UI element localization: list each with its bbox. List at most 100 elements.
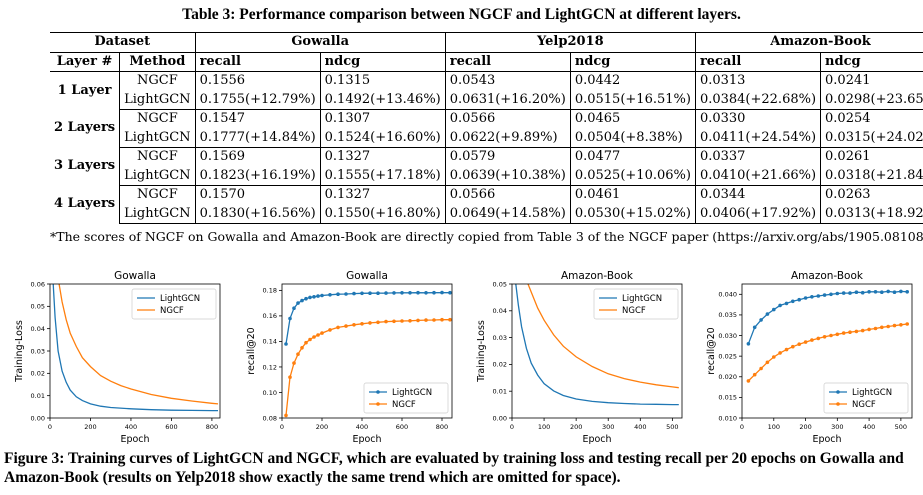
x-tick-label: 500 bbox=[666, 423, 678, 431]
data-point bbox=[746, 379, 751, 383]
data-point bbox=[300, 346, 304, 350]
x-axis-label: Epoch bbox=[352, 434, 381, 445]
y-tick-label: 0.02 bbox=[493, 361, 507, 369]
data-point bbox=[905, 322, 909, 326]
data-point bbox=[860, 290, 865, 295]
metric-cell: 0.1755(+12.79%) bbox=[195, 90, 321, 110]
table-row: 2 Layers NGCF 0.1547 0.1307 0.0566 0.0465 0.03… bbox=[50, 109, 923, 148]
metric-cell: 0.0566 bbox=[445, 109, 571, 129]
data-point bbox=[392, 319, 396, 324]
data-point bbox=[816, 336, 821, 341]
metric-cell: 0.1823(+16.19%) bbox=[195, 166, 321, 186]
y-tick-label: 0.035 bbox=[718, 311, 737, 319]
legend-label: LightGCN bbox=[852, 388, 892, 398]
chart-legend: LightGCN NGCF bbox=[593, 288, 679, 320]
method-label: LightGCN bbox=[119, 166, 196, 186]
method-label: LightGCN bbox=[119, 90, 196, 110]
training-curves-figure: Gowalla 0 200 400 600 800 0.00 0.01 0.02 0.03 0.04… bbox=[0, 268, 923, 448]
header-dataset: Dataset bbox=[50, 32, 196, 53]
y-tick-label: 0.05 bbox=[493, 280, 507, 288]
x-tick-label: 100 bbox=[538, 423, 550, 431]
data-point bbox=[791, 299, 795, 304]
data-point bbox=[400, 319, 404, 323]
series-line-ngcf bbox=[747, 323, 908, 382]
method-label: NGCF bbox=[119, 109, 196, 129]
data-point bbox=[822, 293, 827, 297]
plot-frame bbox=[281, 283, 453, 419]
data-point bbox=[803, 340, 808, 344]
data-point bbox=[886, 324, 890, 329]
metric-cell: 0.0315(+24.02%) bbox=[820, 128, 923, 148]
data-point bbox=[803, 296, 808, 300]
header-gowalla: Gowalla bbox=[195, 32, 446, 53]
data-point bbox=[797, 297, 801, 302]
x-tick-label: 200 bbox=[316, 423, 328, 431]
data-point bbox=[384, 319, 388, 324]
metric-cell: 0.0504(+8.38%) bbox=[570, 128, 696, 148]
header-metric: ndcg bbox=[820, 52, 923, 72]
x-axis-label: Epoch bbox=[582, 434, 611, 445]
data-point bbox=[352, 323, 356, 327]
metric-cell: 0.0330 bbox=[695, 109, 822, 129]
data-point bbox=[316, 294, 320, 298]
y-tick-label: 0.04 bbox=[31, 325, 45, 333]
metric-cell: 0.0337 bbox=[695, 147, 822, 167]
legend-label: LightGCN bbox=[160, 294, 200, 304]
y-tick-label: 0.015 bbox=[718, 394, 737, 402]
data-point bbox=[810, 295, 814, 299]
figure-caption: Figure 3: Training curves of LightGCN an… bbox=[4, 450, 904, 486]
series-line-lightgcn bbox=[285, 291, 451, 345]
header-method: Method bbox=[119, 52, 196, 72]
y-tick-label: 0.020 bbox=[718, 373, 737, 381]
metric-cell: 0.0344 bbox=[695, 185, 822, 205]
x-tick-label: 0 bbox=[510, 423, 514, 431]
data-point bbox=[829, 333, 833, 338]
metric-cell: 0.0465 bbox=[570, 109, 696, 129]
metric-cell: 0.1524(+16.60%) bbox=[320, 128, 446, 148]
series-line-lightgcn bbox=[515, 284, 679, 406]
legend-label: LightGCN bbox=[622, 294, 662, 304]
metric-cell: 0.0406(+17.92%) bbox=[695, 204, 822, 224]
data-point bbox=[854, 329, 859, 334]
series-line-lightgcn bbox=[52, 284, 218, 412]
data-point bbox=[320, 331, 324, 335]
layer-label: 2 Layers bbox=[50, 109, 121, 148]
chart-legend: LightGCN NGCF bbox=[823, 382, 909, 414]
data-point bbox=[296, 301, 300, 305]
data-point bbox=[848, 330, 852, 334]
x-tick-label: 300 bbox=[831, 423, 843, 431]
plot-frame bbox=[511, 283, 683, 419]
y-tick-label: 0.025 bbox=[718, 352, 737, 360]
x-tick-label: 400 bbox=[634, 423, 646, 431]
metric-cell: 0.0530(+15.02%) bbox=[570, 204, 696, 224]
data-point bbox=[822, 335, 827, 339]
x-tick-label: 400 bbox=[125, 423, 137, 431]
header-amazon-book: Amazon-Book bbox=[695, 32, 923, 53]
data-point bbox=[328, 328, 332, 332]
table-row: LightGCN 0.1755(+12.79%) 0.1492(+13.46%) 0.… bbox=[50, 90, 923, 110]
y-tick-label: 0.08 bbox=[263, 414, 277, 422]
plot-area bbox=[746, 289, 909, 383]
metric-cell: 0.1327 bbox=[320, 185, 446, 205]
data-point bbox=[892, 290, 897, 294]
x-tick-label: 500 bbox=[895, 423, 907, 431]
data-point bbox=[304, 296, 308, 301]
data-point bbox=[416, 290, 420, 295]
table-row: LightGCN 0.1777(+14.84%) 0.1524(+16.60%) 0.… bbox=[50, 128, 923, 148]
chart-gowalla-recall: Gowalla 0 200 400 600 800 0.08 0.10 0.12 0.14 0.16… bbox=[232, 268, 462, 448]
metric-cell: 0.0622(+9.89%) bbox=[445, 128, 571, 148]
table-caption: Table 3: Performance comparison between … bbox=[182, 6, 741, 23]
legend-label: LightGCN bbox=[392, 388, 432, 398]
chart-svg: Amazon-Book 0 100 200 300 400 500 0.00 0.01 0.02 0… bbox=[476, 270, 683, 445]
data-point bbox=[440, 290, 444, 295]
data-point bbox=[328, 293, 332, 297]
data-point bbox=[312, 335, 316, 339]
data-point bbox=[304, 340, 308, 345]
metric-cell: 0.0241 bbox=[825, 73, 871, 88]
data-point bbox=[292, 306, 296, 310]
legend-marker bbox=[836, 390, 840, 394]
x-tick-label: 200 bbox=[570, 423, 582, 431]
data-point bbox=[867, 290, 871, 294]
header-yelp2018: Yelp2018 bbox=[445, 32, 696, 53]
metric-cell: 0.0261 bbox=[825, 149, 871, 164]
